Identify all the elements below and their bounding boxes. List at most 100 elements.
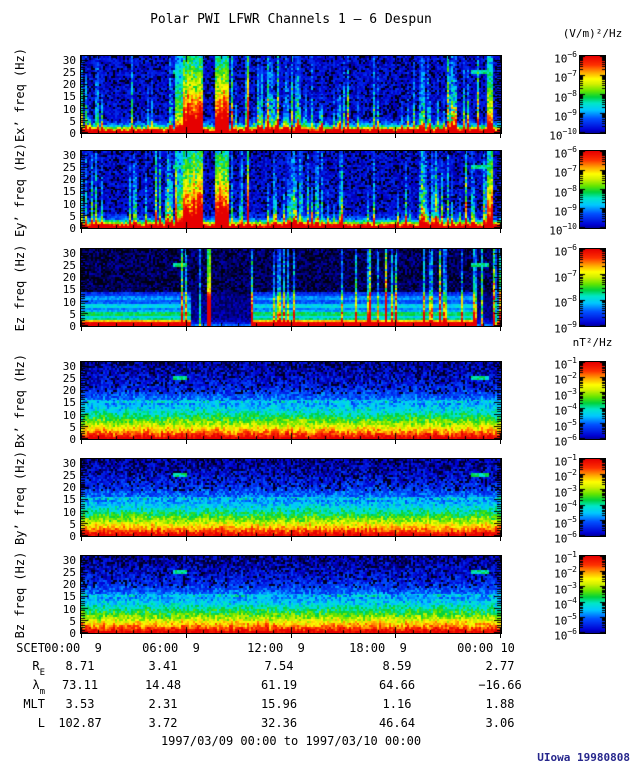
- scet-tick-label: 00:00 9: [44, 641, 102, 655]
- y-tick-label: 0: [69, 433, 76, 446]
- y-tick-label: 25: [62, 566, 76, 579]
- spectrogram-bz-canvas: [80, 555, 502, 634]
- y-tick-label: 10: [62, 506, 76, 519]
- colorbar-bz-canvas: [579, 555, 606, 634]
- table-row-label-λ: λm: [32, 678, 45, 698]
- y-tick-label: 5: [69, 115, 76, 128]
- scet-tick-label: 18:00 9: [349, 641, 407, 655]
- colorbar-tick-label: 10−6: [554, 145, 577, 161]
- x-major-outward-tick: [291, 134, 292, 138]
- x-major-outward-tick: [291, 327, 292, 331]
- colorbar-tick-label: 10−1: [554, 356, 577, 372]
- y-tick-label: 15: [62, 283, 76, 296]
- table-value: 8.59: [382, 659, 412, 673]
- y-tick-label: 25: [62, 372, 76, 385]
- colorbar-tick-label: 10−2: [554, 468, 577, 484]
- colorbar-tick-label: 10−10: [549, 127, 577, 143]
- colorbar-tick-label: 10−2: [554, 565, 577, 581]
- y-tick-label: 20: [62, 384, 76, 397]
- colorbar-bx-canvas: [579, 361, 606, 440]
- x-major-outward-tick: [186, 134, 187, 138]
- y-tick-label: 30: [62, 360, 76, 373]
- x-major-outward-tick: [186, 440, 187, 444]
- table-value: 73.11: [61, 678, 99, 692]
- x-major-outward-tick: [81, 229, 82, 233]
- scet-tick-label: 06:00 9: [142, 641, 200, 655]
- y-tick-label: 20: [62, 78, 76, 91]
- colorbar-tick-label: 10−1: [554, 453, 577, 469]
- y-tick-label: 10: [62, 409, 76, 422]
- colorbar-tick-label: 10−4: [554, 596, 577, 612]
- table-value: −16.66: [478, 678, 522, 692]
- colorbar-tick-label: 10−3: [554, 581, 577, 597]
- table-value: 3.53: [65, 697, 95, 711]
- table-value: 1.16: [382, 697, 412, 711]
- table-value: 102.87: [58, 716, 102, 730]
- y-tick-label: 30: [62, 149, 76, 162]
- y-tick-label: 20: [62, 271, 76, 284]
- colorbar-tick-label: 10−9: [554, 203, 577, 219]
- y-tick-label: 25: [62, 66, 76, 79]
- y-axis-label-bz: Bz freq (Hz): [13, 551, 27, 638]
- y-tick-label: 0: [69, 320, 76, 333]
- y-tick-label: 15: [62, 493, 76, 506]
- x-major-outward-tick: [81, 134, 82, 138]
- colorbar-tick-label: 10−8: [554, 89, 577, 105]
- colorbar-tick-label: 10−1: [554, 550, 577, 566]
- y-tick-label: 25: [62, 259, 76, 272]
- colorbar-by-canvas: [579, 458, 606, 537]
- y-tick-label: 5: [69, 210, 76, 223]
- y-tick-label: 15: [62, 90, 76, 103]
- spectrogram-by-canvas: [80, 458, 502, 537]
- spectrogram-ey-canvas: [80, 150, 502, 229]
- colorbar-tick-label: 10−7: [554, 164, 577, 180]
- y-tick-label: 30: [62, 247, 76, 260]
- x-major-outward-tick: [500, 229, 501, 233]
- electric-colorbar-unit-label: (V/m)²/Hz: [562, 27, 623, 40]
- x-major-outward-tick: [500, 327, 501, 331]
- table-value: 61.19: [260, 678, 298, 692]
- y-tick-label: 25: [62, 469, 76, 482]
- colorbar-ey-canvas: [579, 150, 606, 229]
- x-major-outward-tick: [395, 440, 396, 444]
- credit-label: UIowa 19980808: [537, 751, 630, 764]
- y-tick-label: 10: [62, 296, 76, 309]
- table-value: 1.88: [485, 697, 515, 711]
- y-tick-label: 5: [69, 615, 76, 628]
- x-major-outward-tick: [291, 229, 292, 233]
- colorbar-tick-label: 10−10: [549, 222, 577, 238]
- table-value: 46.64: [378, 716, 416, 730]
- y-tick-label: 30: [62, 457, 76, 470]
- y-tick-label: 15: [62, 396, 76, 409]
- colorbar-tick-label: 10−9: [554, 320, 577, 336]
- table-value: 8.71: [65, 659, 95, 673]
- y-tick-label: 0: [69, 530, 76, 543]
- y-tick-label: 25: [62, 161, 76, 174]
- y-tick-label: 15: [62, 185, 76, 198]
- x-major-outward-tick: [81, 634, 82, 638]
- colorbar-ex-canvas: [579, 55, 606, 134]
- x-major-outward-tick: [291, 537, 292, 541]
- table-row-label-r: RE: [32, 659, 45, 679]
- colorbar-tick-label: 10−5: [554, 612, 577, 628]
- x-major-outward-tick: [395, 327, 396, 331]
- colorbar-tick-label: 10−6: [554, 627, 577, 643]
- colorbar-tick-label: 10−6: [554, 243, 577, 259]
- y-tick-label: 5: [69, 421, 76, 434]
- x-major-outward-tick: [81, 537, 82, 541]
- colorbar-tick-label: 10−8: [554, 294, 577, 310]
- y-tick-label: 0: [69, 627, 76, 640]
- table-value: 64.66: [378, 678, 416, 692]
- x-major-outward-tick: [500, 134, 501, 138]
- table-value: 2.31: [148, 697, 178, 711]
- spectrogram-ex-canvas: [80, 55, 502, 134]
- table-row-label-l: L: [37, 716, 45, 730]
- x-major-outward-tick: [395, 134, 396, 138]
- y-tick-label: 0: [69, 222, 76, 235]
- x-major-outward-tick: [500, 537, 501, 541]
- colorbar-tick-label: 10−6: [554, 50, 577, 66]
- spectrogram-ez-canvas: [80, 248, 502, 327]
- colorbar-tick-label: 10−7: [554, 69, 577, 85]
- spectrogram-bx-canvas: [80, 361, 502, 440]
- y-tick-label: 5: [69, 518, 76, 531]
